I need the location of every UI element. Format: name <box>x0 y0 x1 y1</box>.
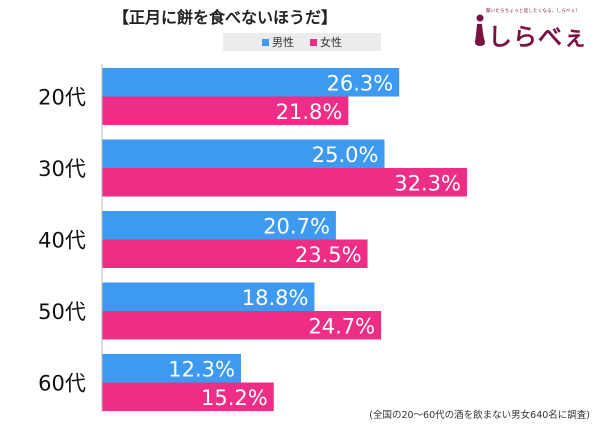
legend-label-male: 男性 <box>272 36 294 49</box>
data-label-male: 12.3% <box>168 357 235 381</box>
data-label-male: 26.3% <box>326 71 393 95</box>
bar-female <box>102 311 382 340</box>
category-label: 30代 <box>38 157 86 181</box>
footnote: (全国の20～60代の酒を飲まない男女640名に調査) <box>369 410 590 421</box>
data-label-female: 15.2% <box>201 386 268 410</box>
legend-label-female: 女性 <box>320 36 342 49</box>
logo-name: しらべぇ <box>488 23 588 51</box>
legend-swatch-female <box>310 38 317 46</box>
legend-item-male: 男性 <box>262 34 294 50</box>
category-label: 60代 <box>38 372 86 396</box>
bar-female <box>102 168 467 197</box>
legend: 男性 女性 <box>223 33 381 51</box>
chart-title: 【正月に餅を食べないほうだ】 <box>112 8 337 27</box>
bars-layer <box>102 68 467 411</box>
bar-male <box>102 282 315 311</box>
bar-male <box>102 354 241 383</box>
bar-female <box>102 239 368 268</box>
bar-male <box>102 211 336 240</box>
category-label: 40代 <box>38 229 86 253</box>
bar-female <box>102 96 349 125</box>
labels-layer: 20代 26.3% 21.8% 30代 25.0% 32.3% 40代 20.7% 23.5% 5… <box>38 71 461 410</box>
brand-logo: 聞いたらちょっと話したくなる、しらべぇ！ しらべぇ <box>470 6 590 54</box>
data-label-female: 23.5% <box>295 243 362 267</box>
logo-tagline: 聞いたらちょっと話したくなる、しらべぇ！ <box>486 9 580 14</box>
legend-swatch-male <box>262 38 269 46</box>
data-label-female: 32.3% <box>394 171 461 195</box>
bar-male <box>102 68 400 97</box>
data-label-male: 18.8% <box>242 286 309 310</box>
bar-male <box>102 139 385 168</box>
data-label-female: 21.8% <box>276 100 343 124</box>
data-label-male: 20.7% <box>263 214 330 238</box>
data-label-male: 25.0% <box>312 143 379 167</box>
category-label: 20代 <box>38 86 86 110</box>
category-label: 50代 <box>38 300 86 324</box>
bar-female <box>102 382 274 411</box>
logo-mark-icon <box>475 14 485 46</box>
data-label-female: 24.7% <box>308 314 375 338</box>
legend-item-female: 女性 <box>310 34 342 50</box>
